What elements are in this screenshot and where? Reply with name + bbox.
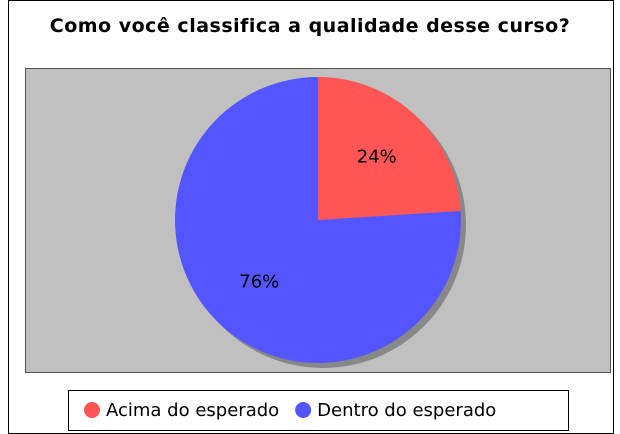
legend-label: Acima do esperado [106,400,279,421]
legend-box [68,390,569,431]
data-label: 24% [357,146,397,167]
pie-slice [174,77,461,363]
legend-swatch [295,402,312,418]
legend-label: Dentro do esperado [317,400,496,421]
pie-slice [318,77,461,220]
chart-title: Como você classifica a qualidade desse c… [49,15,571,37]
legend-swatch [84,402,100,418]
data-label: 76% [239,272,279,293]
